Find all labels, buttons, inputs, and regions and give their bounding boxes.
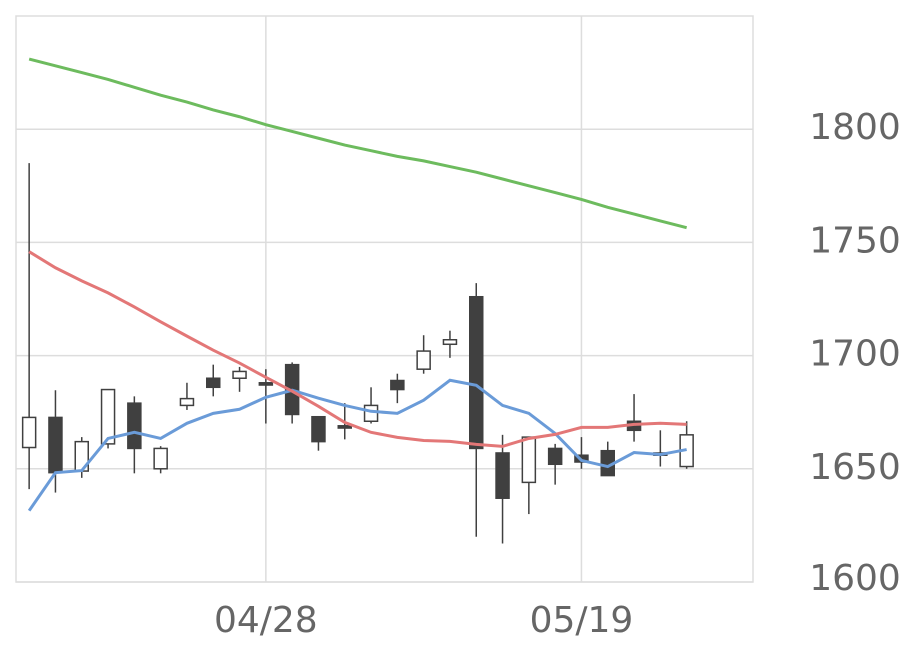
candle-body xyxy=(232,370,247,379)
candle-body xyxy=(416,350,431,370)
x-tick-label: 04/28 xyxy=(214,600,318,641)
candle-body xyxy=(442,339,458,346)
moving-average-line xyxy=(28,57,688,230)
x-tick-label: 05/19 xyxy=(530,600,634,641)
candle-body xyxy=(21,416,37,449)
candle-body xyxy=(495,452,510,499)
y-tick-label: 1800 xyxy=(809,107,901,148)
candle-body xyxy=(153,447,168,470)
candle-body xyxy=(521,436,537,484)
candle-body xyxy=(337,425,352,429)
y-tick-label: 1750 xyxy=(809,220,901,261)
candle-body xyxy=(547,447,563,466)
candle-body xyxy=(390,379,405,391)
candle-body xyxy=(363,404,379,423)
y-tick-label: 1650 xyxy=(809,447,901,488)
plot-frame xyxy=(15,15,754,583)
candle-body xyxy=(311,415,326,443)
candle-body xyxy=(206,377,221,389)
candle-body xyxy=(258,382,274,386)
y-tick-label: 1700 xyxy=(809,334,901,375)
candle-body xyxy=(469,295,484,450)
moving-average-line xyxy=(27,378,687,512)
candle-body xyxy=(100,388,116,445)
candle-body xyxy=(48,416,63,474)
candle-body xyxy=(179,397,195,407)
moving-average-line xyxy=(28,250,687,448)
candle-body xyxy=(127,402,142,450)
y-tick-label: 1600 xyxy=(809,558,901,599)
